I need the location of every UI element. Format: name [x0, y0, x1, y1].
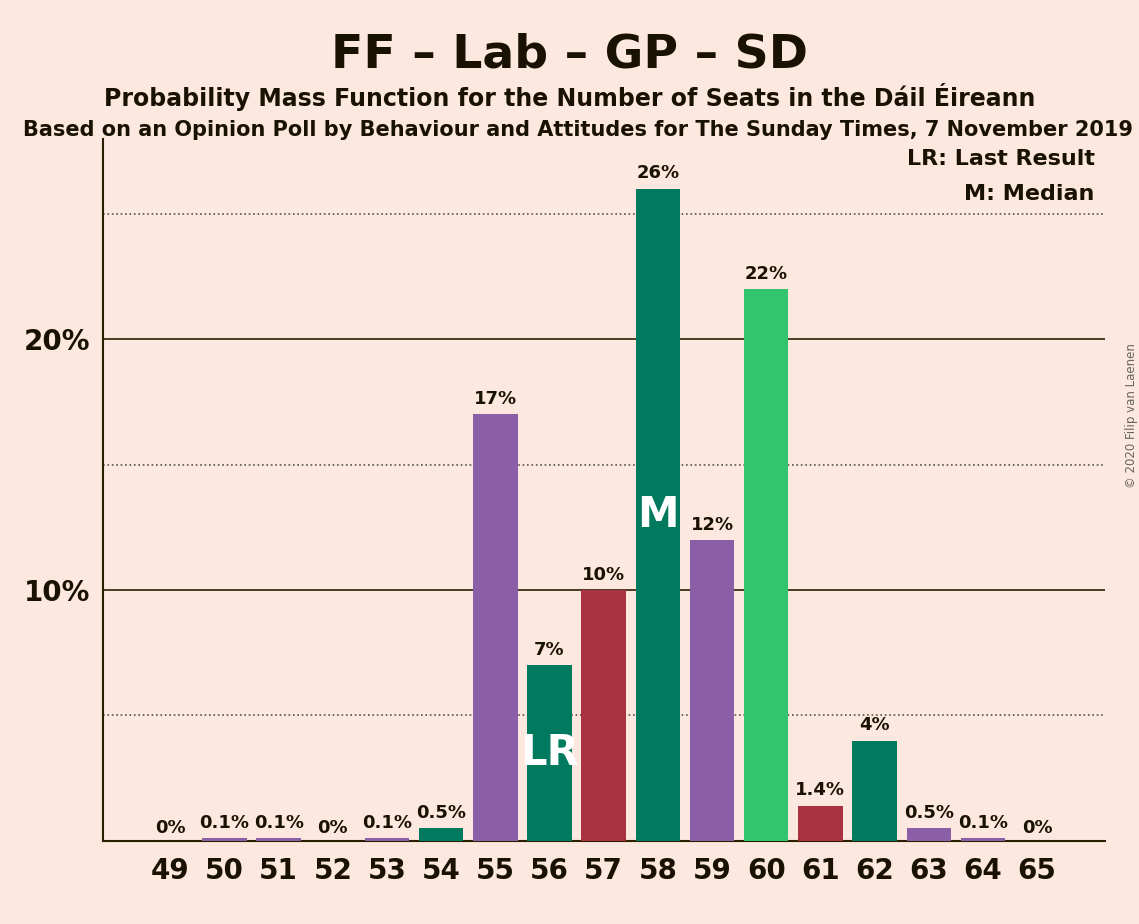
Text: 0.1%: 0.1% — [199, 814, 249, 832]
Bar — [744, 289, 788, 841]
Bar — [256, 838, 301, 841]
Text: 0%: 0% — [318, 819, 349, 837]
Text: © 2020 Filip van Laenen: © 2020 Filip van Laenen — [1124, 344, 1138, 488]
Text: 26%: 26% — [637, 164, 679, 183]
Text: 0%: 0% — [155, 819, 186, 837]
Bar — [636, 188, 680, 841]
Bar — [527, 665, 572, 841]
Bar — [852, 740, 896, 841]
Text: 0.1%: 0.1% — [254, 814, 304, 832]
Text: 0.5%: 0.5% — [416, 804, 466, 822]
Bar — [690, 540, 735, 841]
Text: 1.4%: 1.4% — [795, 782, 845, 799]
Bar — [203, 838, 247, 841]
Text: 10%: 10% — [582, 565, 625, 584]
Bar — [798, 806, 843, 841]
Text: LR: LR — [521, 732, 579, 774]
Text: Probability Mass Function for the Number of Seats in the Dáil Éireann: Probability Mass Function for the Number… — [104, 83, 1035, 111]
Text: 0.1%: 0.1% — [362, 814, 412, 832]
Bar — [473, 415, 517, 841]
Bar — [907, 828, 951, 841]
Bar — [960, 838, 1005, 841]
Text: 0.1%: 0.1% — [958, 814, 1008, 832]
Text: 17%: 17% — [474, 390, 517, 408]
Text: 4%: 4% — [859, 716, 890, 735]
Bar — [419, 828, 464, 841]
Text: LR: Last Result: LR: Last Result — [907, 149, 1095, 169]
Text: Based on an Opinion Poll by Behaviour and Attitudes for The Sunday Times, 7 Nove: Based on an Opinion Poll by Behaviour an… — [23, 120, 1133, 140]
Text: M: Median: M: Median — [965, 184, 1095, 204]
Text: 22%: 22% — [745, 265, 788, 283]
Text: 12%: 12% — [690, 516, 734, 534]
Text: FF – Lab – GP – SD: FF – Lab – GP – SD — [331, 32, 808, 78]
Bar — [364, 838, 409, 841]
Bar — [581, 590, 626, 841]
Text: M: M — [637, 493, 679, 536]
Text: 7%: 7% — [534, 641, 565, 659]
Text: 0%: 0% — [1022, 819, 1052, 837]
Text: 0.5%: 0.5% — [903, 804, 953, 822]
